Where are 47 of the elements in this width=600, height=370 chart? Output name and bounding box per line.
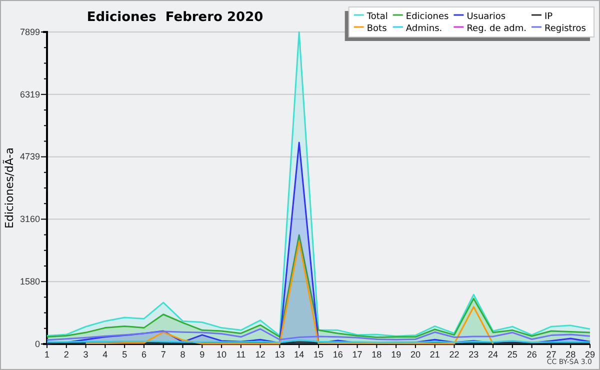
legend-label: Registros xyxy=(544,24,586,34)
y-tick-label: 6319 xyxy=(20,89,40,100)
x-tick-label: 2 xyxy=(64,349,69,360)
x-tick-label: 5 xyxy=(122,349,128,360)
x-tick-label: 4 xyxy=(102,349,108,360)
y-tick-label: 3160 xyxy=(20,214,40,224)
legend-label: Usuarios xyxy=(466,12,506,22)
x-tick-label: 24 xyxy=(488,349,498,360)
y-tick-label: 0 xyxy=(34,338,40,349)
legend-label: Ediciones xyxy=(406,12,449,22)
x-tick-label: 22 xyxy=(449,349,460,360)
x-tick-label: 15 xyxy=(313,349,324,360)
x-tick-label: 27 xyxy=(546,349,556,360)
x-tick-label: 1 xyxy=(44,349,50,360)
y-tick-label: 1580 xyxy=(20,276,40,286)
x-tick-label: 6 xyxy=(141,349,146,360)
x-tick-label: 28 xyxy=(566,349,576,360)
y-tick-label: 7899 xyxy=(20,26,40,37)
x-tick-label: 29 xyxy=(584,349,596,360)
x-tick-label: 19 xyxy=(391,349,402,360)
x-tick-label: 12 xyxy=(255,349,266,360)
y-tick-label: 4739 xyxy=(20,152,40,162)
legend-label: Reg. de adm. xyxy=(466,24,526,34)
x-tick-label: 18 xyxy=(372,349,382,360)
x-tick-label: 9 xyxy=(200,349,205,360)
y-axis-title: Ediciones/dÃ-a xyxy=(2,148,16,228)
x-tick-label: 13 xyxy=(274,349,285,360)
legend-label: IP xyxy=(544,12,554,22)
x-tick-label: 11 xyxy=(236,349,246,360)
x-tick-label: 7 xyxy=(160,349,166,360)
line-series xyxy=(85,240,494,344)
x-tick-label: 26 xyxy=(526,349,537,360)
line-series xyxy=(46,328,591,341)
x-tick-label: 25 xyxy=(507,349,518,360)
x-tick-label: 17 xyxy=(352,349,362,360)
legend-label: Total xyxy=(366,12,388,22)
x-tick-label: 3 xyxy=(83,349,88,360)
x-tick-label: 21 xyxy=(430,349,440,360)
x-tick-label: 16 xyxy=(332,349,343,360)
legend-label: Admins. xyxy=(406,24,442,34)
x-tick-label: 8 xyxy=(180,349,186,360)
x-tick-label: 20 xyxy=(410,349,420,360)
x-tick-label: 10 xyxy=(216,349,227,360)
x-tick-label: 14 xyxy=(294,349,304,360)
chart-title: Ediciones Febrero 2020 xyxy=(86,10,264,25)
legend-label: Bots xyxy=(366,24,388,34)
x-tick-label: 23 xyxy=(468,349,479,360)
